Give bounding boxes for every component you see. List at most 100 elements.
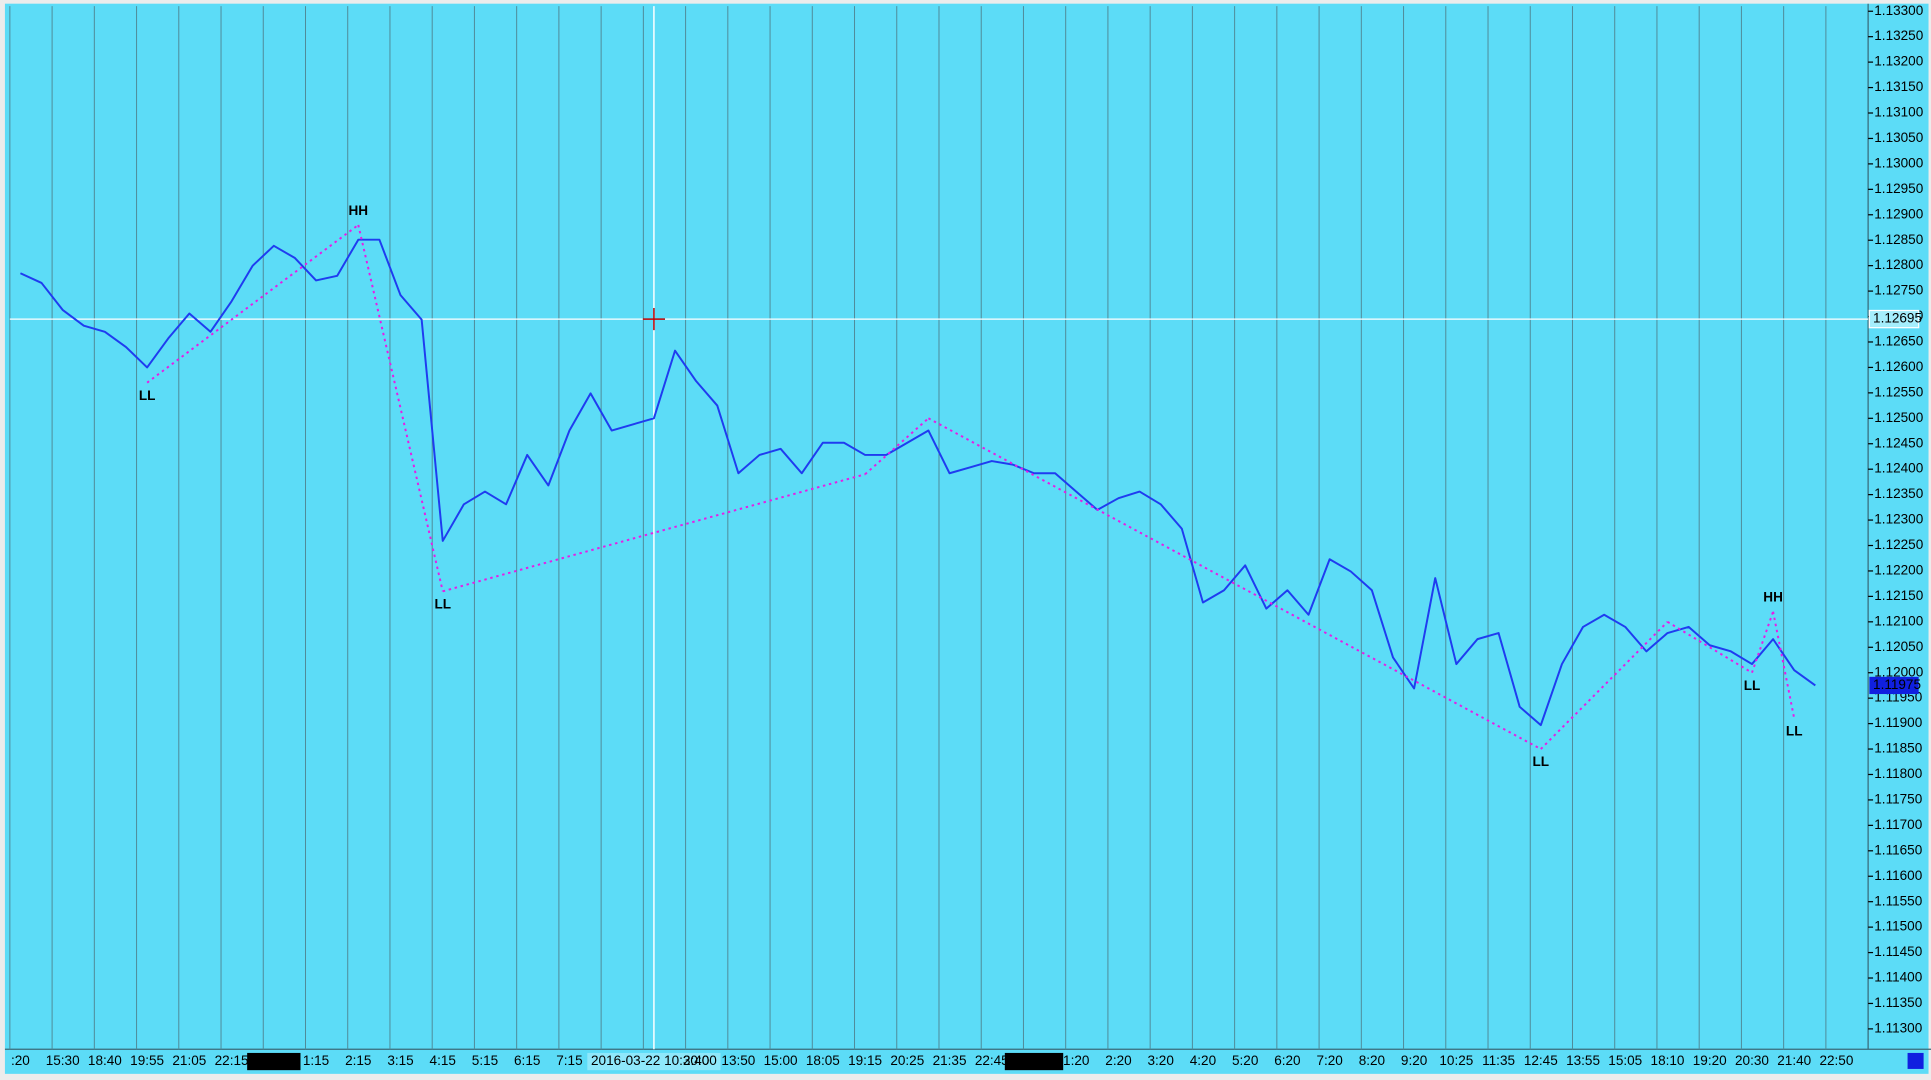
y-tick-label: 1.12500 xyxy=(1874,410,1923,425)
zigzag-segment xyxy=(357,224,444,592)
x-tick-label: 11:35 xyxy=(1482,1053,1515,1068)
y-tick-label: 1.11400 xyxy=(1874,970,1922,985)
x-tick-label: 7:20 xyxy=(1316,1053,1342,1068)
x-tick-label: 5:20 xyxy=(1232,1053,1258,1068)
y-tick-label: 1.11800 xyxy=(1874,766,1922,781)
y-tick-label: 1.12300 xyxy=(1874,512,1923,527)
x-tick-label: 21:05 xyxy=(172,1053,206,1068)
x-tick-label: 2016-03-22 10:30:00 xyxy=(591,1053,717,1068)
y-tick-label: 1.12900 xyxy=(1874,206,1923,221)
y-tick-label: 1.13250 xyxy=(1874,28,1923,43)
x-tick-label: 19:20 xyxy=(1693,1053,1727,1068)
y-tick-label: 1.11300 xyxy=(1874,1020,1922,1035)
y-tick-label: 1.12400 xyxy=(1874,461,1923,476)
y-tick-label: 1.13000 xyxy=(1874,155,1923,170)
y-tick-label: 1.12850 xyxy=(1874,232,1923,247)
y-tick-label: 1.12250 xyxy=(1874,537,1923,552)
x-tick-label: 3-23 We xyxy=(1009,1053,1060,1068)
y-tick-label: 1.12950 xyxy=(1874,181,1923,196)
x-tick-label: 3:20 xyxy=(1148,1053,1174,1068)
x-tick-label: 19:55 xyxy=(130,1053,164,1068)
y-tick-label: 1.13150 xyxy=(1874,79,1923,94)
zigzag-segment xyxy=(864,417,930,476)
pivot-label: LL xyxy=(434,596,451,611)
x-tick-label: 4:15 xyxy=(430,1053,456,1068)
zigzag-segment xyxy=(146,224,359,384)
y-tick-label: 1.12550 xyxy=(1874,384,1923,399)
x-tick-label: 3:15 xyxy=(387,1053,413,1068)
crosshair-price-box xyxy=(1868,309,1920,329)
y-tick-label: 1.12350 xyxy=(1874,486,1923,501)
x-label-box xyxy=(247,1052,301,1071)
y-tick-label: 1.12800 xyxy=(1874,257,1923,272)
y-tick-label: 1.11350 xyxy=(1874,995,1922,1010)
x-label-box xyxy=(1004,1052,1064,1071)
zigzag-segment xyxy=(927,417,1542,750)
y-tick-label: 1.12150 xyxy=(1874,588,1923,603)
x-tick-label: 18:05 xyxy=(806,1053,840,1068)
x-tick-label: 13:50 xyxy=(721,1053,755,1068)
x-tick-label: 15:30 xyxy=(46,1053,80,1068)
x-tick-label: 10:25 xyxy=(1439,1053,1473,1068)
x-tick-label: 20:30 xyxy=(1735,1053,1769,1068)
y-tick-label: 1.13300 xyxy=(1874,3,1923,18)
x-tick-label: 4:20 xyxy=(1190,1053,1216,1068)
x-tick-label: 21:40 xyxy=(1777,1053,1811,1068)
x-tick-label: 2:20 xyxy=(1105,1053,1131,1068)
x-tick-label: 3-22 Tu xyxy=(251,1053,297,1068)
y-tick-label: 1.13100 xyxy=(1874,105,1923,120)
x-tick-label: 15:00 xyxy=(764,1053,798,1068)
x-tick-label: 1:15 xyxy=(303,1053,329,1068)
y-tick-label: 1.12000 xyxy=(1874,664,1923,679)
y-tick-label: 1.11750 xyxy=(1874,792,1922,807)
pivot-label: LL xyxy=(1533,754,1550,769)
pivot-label: LL xyxy=(1744,678,1761,693)
x-tick-label: 18:10 xyxy=(1651,1053,1685,1068)
y-tick-label: 1.11600 xyxy=(1874,868,1922,883)
zigzag-segment xyxy=(1666,620,1753,674)
y-tick-label: 1.12200 xyxy=(1874,563,1923,578)
y-tick-label: 1.13200 xyxy=(1874,54,1923,69)
chart-background xyxy=(4,3,1929,1074)
x-tick-label: 22:45 xyxy=(975,1053,1009,1068)
zigzag-segment xyxy=(1540,621,1669,750)
y-tick-label: 1.11650 xyxy=(1874,842,1922,857)
y-tick-label: 1.12750 xyxy=(1874,283,1923,298)
crosshair-price: 1.12695 xyxy=(1873,311,1922,326)
pivot-label: LL xyxy=(1786,724,1803,739)
y-tick-label: 1.12600 xyxy=(1874,359,1923,374)
x-tick-label: 22:50 xyxy=(1819,1053,1853,1068)
x-tick-label: :20 xyxy=(11,1053,30,1068)
x-tick-label: 8:20 xyxy=(1359,1053,1385,1068)
pivot-label: LL xyxy=(139,388,156,403)
x-label-box xyxy=(587,1052,721,1071)
x-tick-label: 20:25 xyxy=(890,1053,924,1068)
zigzag-segment xyxy=(1751,611,1775,674)
x-tick-label: 2:40 xyxy=(683,1053,709,1068)
y-tick-label: 1.12050 xyxy=(1874,639,1923,654)
x-tick-label: 6:20 xyxy=(1274,1053,1300,1068)
y-tick-label: 1.11500 xyxy=(1874,919,1922,934)
x-tick-label: 19:15 xyxy=(848,1053,882,1068)
x-tick-label: 7:15 xyxy=(556,1053,582,1068)
pivot-label: HH xyxy=(349,203,369,218)
x-tick-label: 2:15 xyxy=(345,1053,371,1068)
x-tick-label: 6:15 xyxy=(514,1053,540,1068)
x-tick-label: 12:45 xyxy=(1524,1053,1558,1068)
last-price-box xyxy=(1869,676,1919,695)
y-tick-label: 1.12450 xyxy=(1874,435,1923,450)
y-tick-label: 1.11850 xyxy=(1874,741,1922,756)
y-tick-label: 1.11550 xyxy=(1874,893,1922,908)
x-tick-label: 15:05 xyxy=(1608,1053,1642,1068)
y-tick-label: 1.12100 xyxy=(1874,613,1923,628)
corner-button[interactable] xyxy=(1907,1052,1924,1069)
x-tick-label: 22:15 xyxy=(215,1053,249,1068)
price-line xyxy=(20,238,1816,727)
x-tick-label: 18:40 xyxy=(88,1053,122,1068)
y-tick-label: 1.11700 xyxy=(1874,817,1922,832)
y-tick-label: 1.12650 xyxy=(1874,334,1923,349)
last-price: 1.11975 xyxy=(1873,677,1921,692)
x-tick-label: 5:15 xyxy=(472,1053,498,1068)
